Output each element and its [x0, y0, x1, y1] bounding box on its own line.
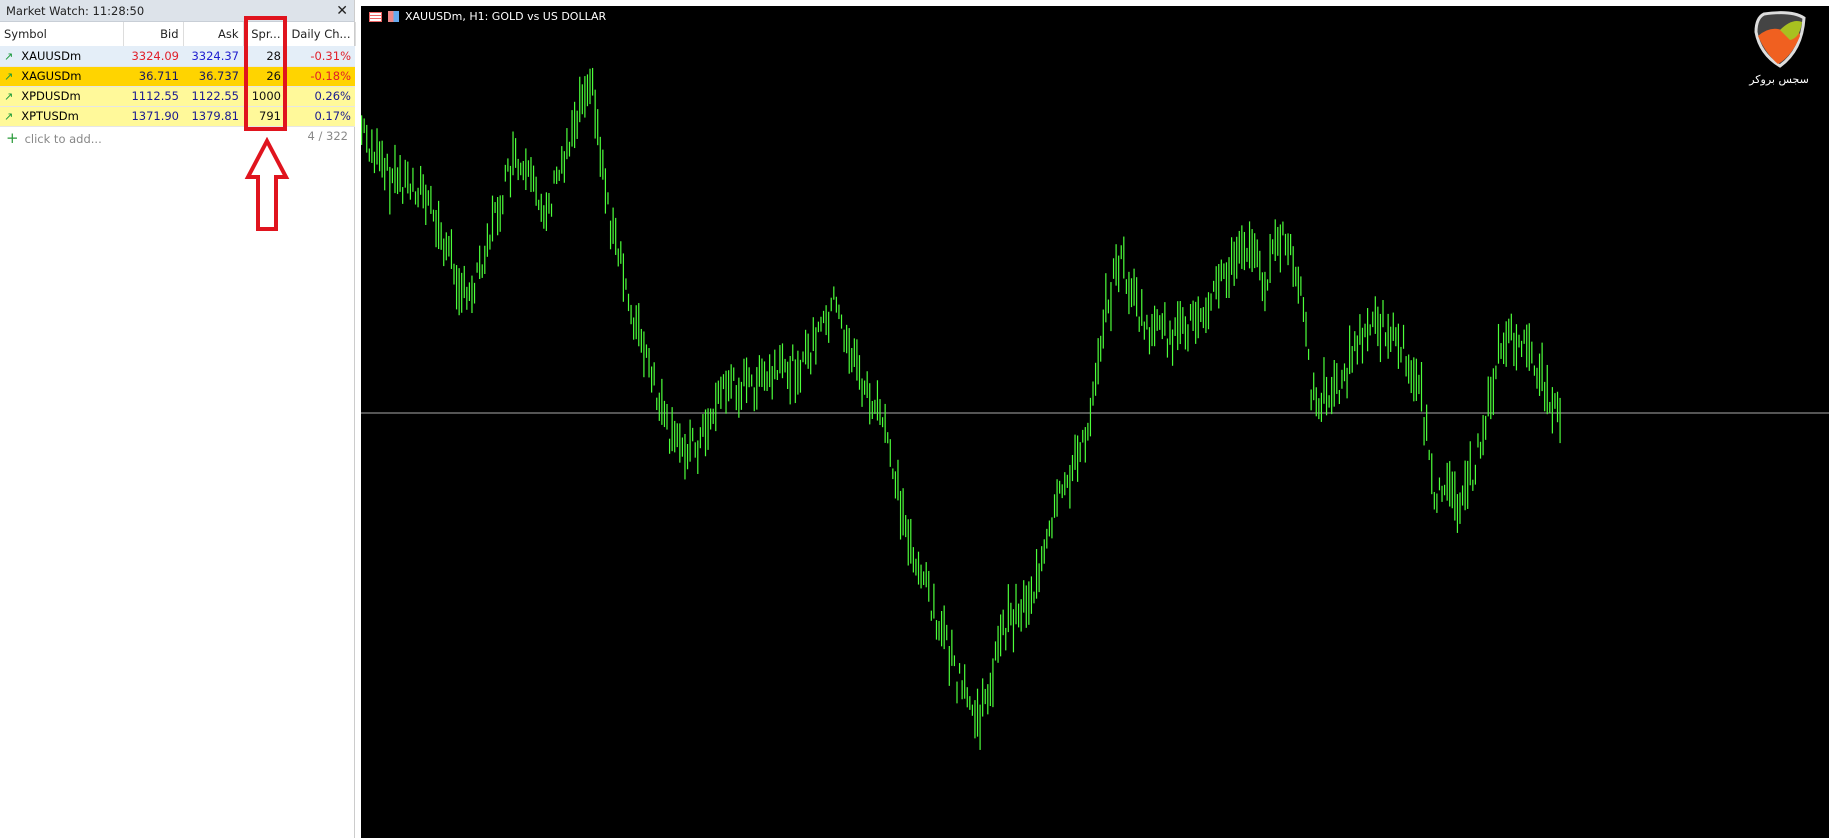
market-watch-title: Market Watch: 11:28:50 — [6, 3, 145, 18]
chart-title-bar: XAUUSDm, H1: GOLD vs US DOLLAR — [369, 10, 606, 23]
chart-grid-icon — [369, 11, 382, 22]
market-watch-panel: Market Watch: 11:28:50 ✕ Symbol Bid Ask … — [0, 0, 356, 838]
market-watch-table: Symbol Bid Ask Spr... Daily Ch... ↗ XAUUS… — [0, 22, 356, 127]
symbol-count: 4 / 322 — [307, 128, 348, 143]
candlestick-series — [361, 67, 1829, 750]
symbol-name: XPDUSDm — [21, 89, 81, 103]
trend-up-icon: ↗ — [4, 110, 14, 123]
broker-logo-icon — [1754, 11, 1806, 68]
trend-up-icon: ↗ — [4, 90, 14, 103]
chart-title: XAUUSDm, H1: GOLD vs US DOLLAR — [405, 10, 607, 23]
add-symbol-label[interactable]: click to add... — [24, 131, 102, 146]
ask-value: 3324.37 — [183, 46, 243, 67]
symbol-row[interactable]: ↗ XAGUSDm 36.711 36.737 26 -0.18% — [0, 66, 355, 87]
symbol-row[interactable]: ↗ XPDUSDm 1112.55 1122.55 1000 0.26% — [0, 86, 355, 107]
daily-change-value: 0.17% — [285, 106, 355, 127]
broker-logo: سجس بروکر — [1739, 10, 1819, 86]
price-chart[interactable]: XAUUSDm, H1: GOLD vs US DOLLAR سجس بروکر — [358, 0, 1829, 838]
column-daily-change[interactable]: Daily Ch... — [285, 22, 356, 46]
symbol-row[interactable]: ↗ XPTUSDm 1371.90 1379.81 791 0.17% — [0, 106, 355, 127]
spread-highlight-box — [244, 16, 287, 131]
ask-value: 36.737 — [183, 66, 243, 87]
ask-value: 1379.81 — [183, 106, 243, 127]
column-symbol[interactable]: Symbol — [0, 22, 124, 46]
symbol-row[interactable]: ↗ XAUUSDm 3324.09 3324.37 28 -0.31% — [0, 46, 355, 67]
bid-value: 1371.90 — [123, 106, 183, 127]
spread-value: 28 — [243, 46, 285, 67]
bid-value: 3324.09 — [123, 46, 183, 67]
daily-change-value: -0.18% — [285, 66, 355, 87]
symbol-name: XPTUSDm — [21, 109, 79, 123]
column-spread[interactable]: Spr... — [243, 22, 286, 46]
daily-change-value: 0.26% — [285, 86, 355, 107]
market-watch-header: Market Watch: 11:28:50 ✕ — [0, 0, 354, 22]
spread-value: 26 — [243, 66, 285, 87]
close-icon[interactable]: ✕ — [336, 2, 348, 19]
daily-change-value: -0.31% — [285, 46, 355, 67]
ask-value: 1122.55 — [183, 86, 243, 107]
broker-logo-text: سجس بروکر — [1749, 73, 1809, 86]
trend-up-icon: ↗ — [4, 49, 14, 63]
bid-value: 36.711 — [123, 66, 183, 87]
plus-icon: + — [6, 128, 19, 147]
add-symbol-row[interactable]: + click to add... 4 / 322 — [0, 127, 354, 149]
bid-value: 1112.55 — [123, 86, 183, 107]
trend-up-icon: ↗ — [4, 70, 14, 83]
spread-value: 791 — [243, 106, 285, 127]
spread-value: 1000 — [243, 86, 285, 107]
symbol-name: XAGUSDm — [21, 69, 82, 83]
column-bid[interactable]: Bid — [123, 22, 184, 46]
symbol-name: XAUUSDm — [21, 48, 82, 63]
chart-save-icon — [388, 11, 399, 22]
arrow-up-icon — [244, 137, 290, 231]
column-ask[interactable]: Ask — [183, 22, 244, 46]
